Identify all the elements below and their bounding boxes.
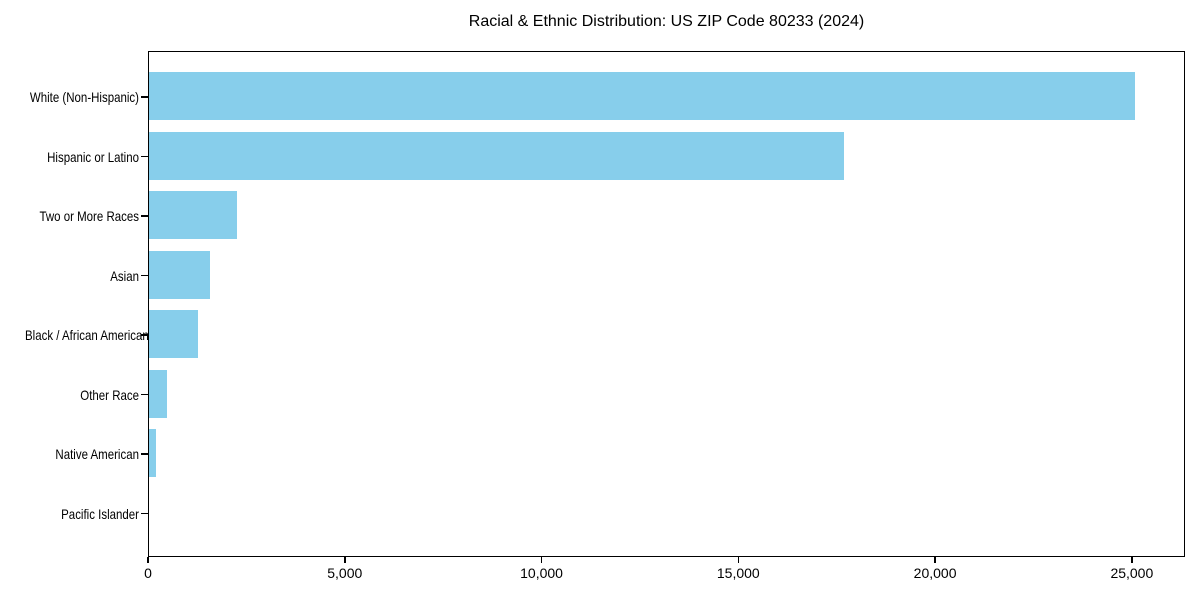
y-tick-mark bbox=[140, 393, 148, 396]
bar bbox=[149, 131, 845, 180]
x-tick-label: 25,000 bbox=[1110, 565, 1154, 581]
x-tick-mark bbox=[737, 557, 740, 563]
y-tick-mark bbox=[140, 155, 148, 158]
x-tick-mark bbox=[540, 557, 543, 563]
x-tick-mark bbox=[934, 557, 936, 563]
y-tick-label: Two or More Races bbox=[39, 208, 139, 224]
y-tick-label: White (Non-Hispanic) bbox=[29, 89, 139, 105]
x-tick-mark bbox=[343, 557, 346, 563]
bar bbox=[149, 310, 199, 359]
x-tick-label: 20,000 bbox=[913, 565, 957, 581]
bar bbox=[149, 429, 156, 478]
y-tick-label: Hispanic or Latino bbox=[47, 148, 140, 165]
y-tick-mark bbox=[140, 274, 148, 277]
x-tick-label: 0 bbox=[144, 565, 152, 581]
y-tick-label: Native American bbox=[55, 446, 139, 462]
y-tick-mark bbox=[140, 512, 148, 515]
y-tick-mark bbox=[140, 215, 148, 217]
plot-area bbox=[148, 51, 1185, 557]
y-tick-label: Other Race bbox=[80, 386, 139, 403]
y-tick-label: Asian bbox=[110, 267, 139, 284]
x-tick-mark bbox=[147, 557, 149, 563]
bar bbox=[149, 369, 167, 418]
x-tick-label: 5,000 bbox=[327, 565, 363, 581]
bar bbox=[149, 250, 210, 299]
bar bbox=[149, 191, 238, 240]
x-tick-mark bbox=[1131, 557, 1133, 563]
y-tick-mark bbox=[140, 453, 148, 455]
x-tick-label: 10,000 bbox=[520, 565, 563, 581]
bar bbox=[149, 72, 1135, 121]
y-tick-label: Pacific Islander bbox=[61, 505, 139, 522]
y-tick-mark bbox=[140, 96, 148, 98]
y-tick-mark bbox=[140, 334, 148, 336]
y-tick-label: Black / African American bbox=[25, 327, 149, 343]
x-tick-label: 15,000 bbox=[716, 565, 760, 581]
chart-title: Racial & Ethnic Distribution: US ZIP Cod… bbox=[468, 13, 865, 30]
